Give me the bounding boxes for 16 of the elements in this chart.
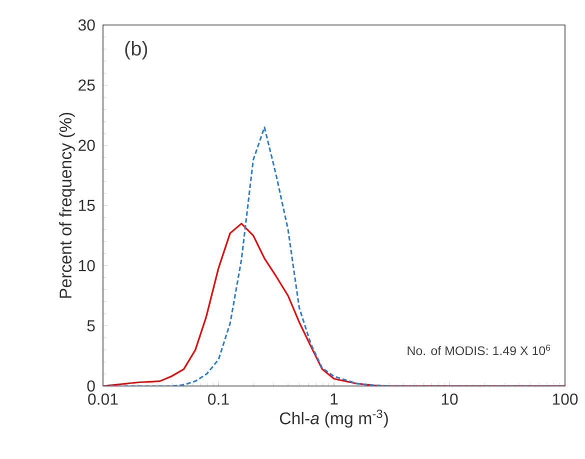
x-tick-label: 100 (552, 394, 578, 405)
x-tick-label: 0.01 (88, 394, 118, 405)
y-tick-label: 0 (87, 380, 95, 392)
y-tick-label: 20 (78, 140, 95, 151)
x-tick-label: 1 (330, 394, 338, 404)
y-tick-label: 10 (78, 260, 95, 272)
x-tick-label: 0.1 (208, 394, 229, 405)
y-tick-label: 15 (78, 200, 95, 212)
annotation: (b) (125, 40, 148, 60)
x-tick-label: 10 (442, 394, 458, 405)
y-tick-label: 5 (87, 320, 95, 332)
y-tick-label: 25 (78, 80, 95, 91)
x-axis-title: Chl-a (mg m$^{-3}$) (280, 410, 388, 428)
y-axis-title: Percent of frequency (%) (59, 112, 75, 298)
annotation: No. of MODIS: 1.49 X 10$^{6}$ (408, 344, 550, 356)
y-tick-label: 30 (78, 19, 95, 31)
